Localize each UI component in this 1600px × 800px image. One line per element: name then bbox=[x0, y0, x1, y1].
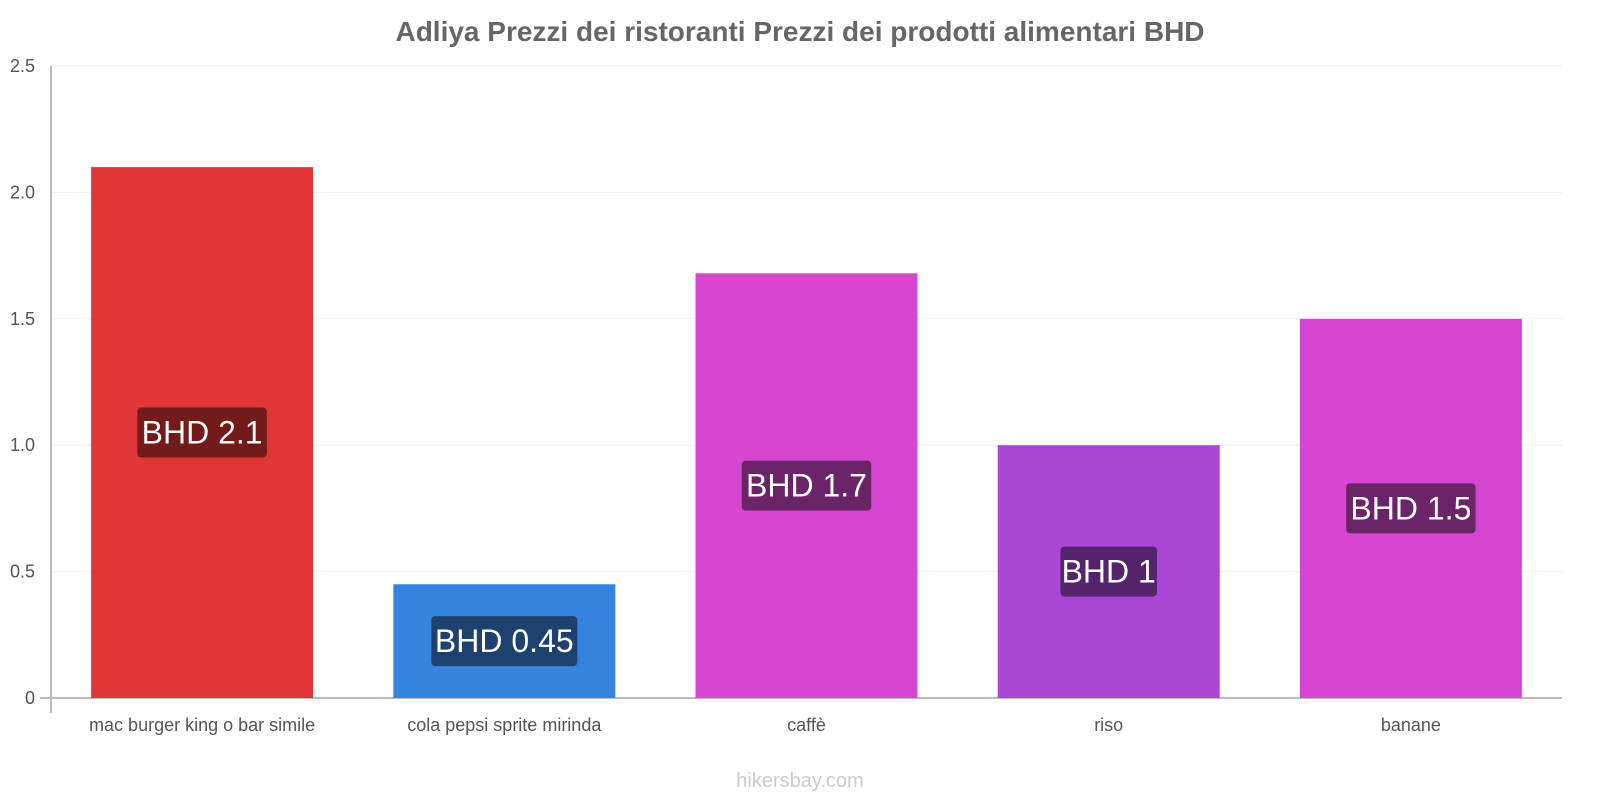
bar-group: BHD 0.45 bbox=[393, 584, 616, 698]
value-label: BHD 1.5 bbox=[1350, 490, 1471, 526]
y-tick-label: 0 bbox=[25, 688, 35, 708]
x-category-label: cola pepsi sprite mirinda bbox=[407, 715, 602, 735]
watermark: hikersbay.com bbox=[736, 770, 864, 792]
bar-group: BHD 1 bbox=[997, 445, 1220, 698]
value-label-bg bbox=[431, 616, 578, 667]
y-tick-label: 1.0 bbox=[10, 435, 35, 455]
value-label: BHD 1 bbox=[1062, 554, 1156, 590]
value-label-bg bbox=[1060, 546, 1157, 597]
value-label: BHD 0.45 bbox=[435, 623, 574, 659]
y-tick-label: 1.5 bbox=[10, 309, 35, 329]
x-category-label: caffè bbox=[787, 715, 826, 735]
value-label: BHD 2.1 bbox=[142, 415, 263, 451]
y-tick-label: 2.5 bbox=[10, 56, 35, 76]
value-label: BHD 1.7 bbox=[746, 468, 867, 504]
y-tick-label: 2.0 bbox=[10, 182, 35, 202]
bar-group: BHD 1.5 bbox=[1299, 318, 1522, 698]
bar-group: BHD 1.7 bbox=[695, 273, 918, 698]
bar-group: BHD 2.1 bbox=[91, 167, 314, 698]
chart-title: Adliya Prezzi dei ristoranti Prezzi dei … bbox=[395, 16, 1205, 47]
value-label-bg bbox=[1346, 483, 1476, 534]
x-category-label: riso bbox=[1094, 715, 1123, 735]
value-label-bg bbox=[137, 407, 267, 458]
y-tick-label: 0.5 bbox=[10, 562, 35, 582]
x-category-label: banane bbox=[1381, 715, 1441, 735]
x-category-label: mac burger king o bar simile bbox=[89, 715, 315, 735]
value-label-bg bbox=[741, 460, 872, 511]
